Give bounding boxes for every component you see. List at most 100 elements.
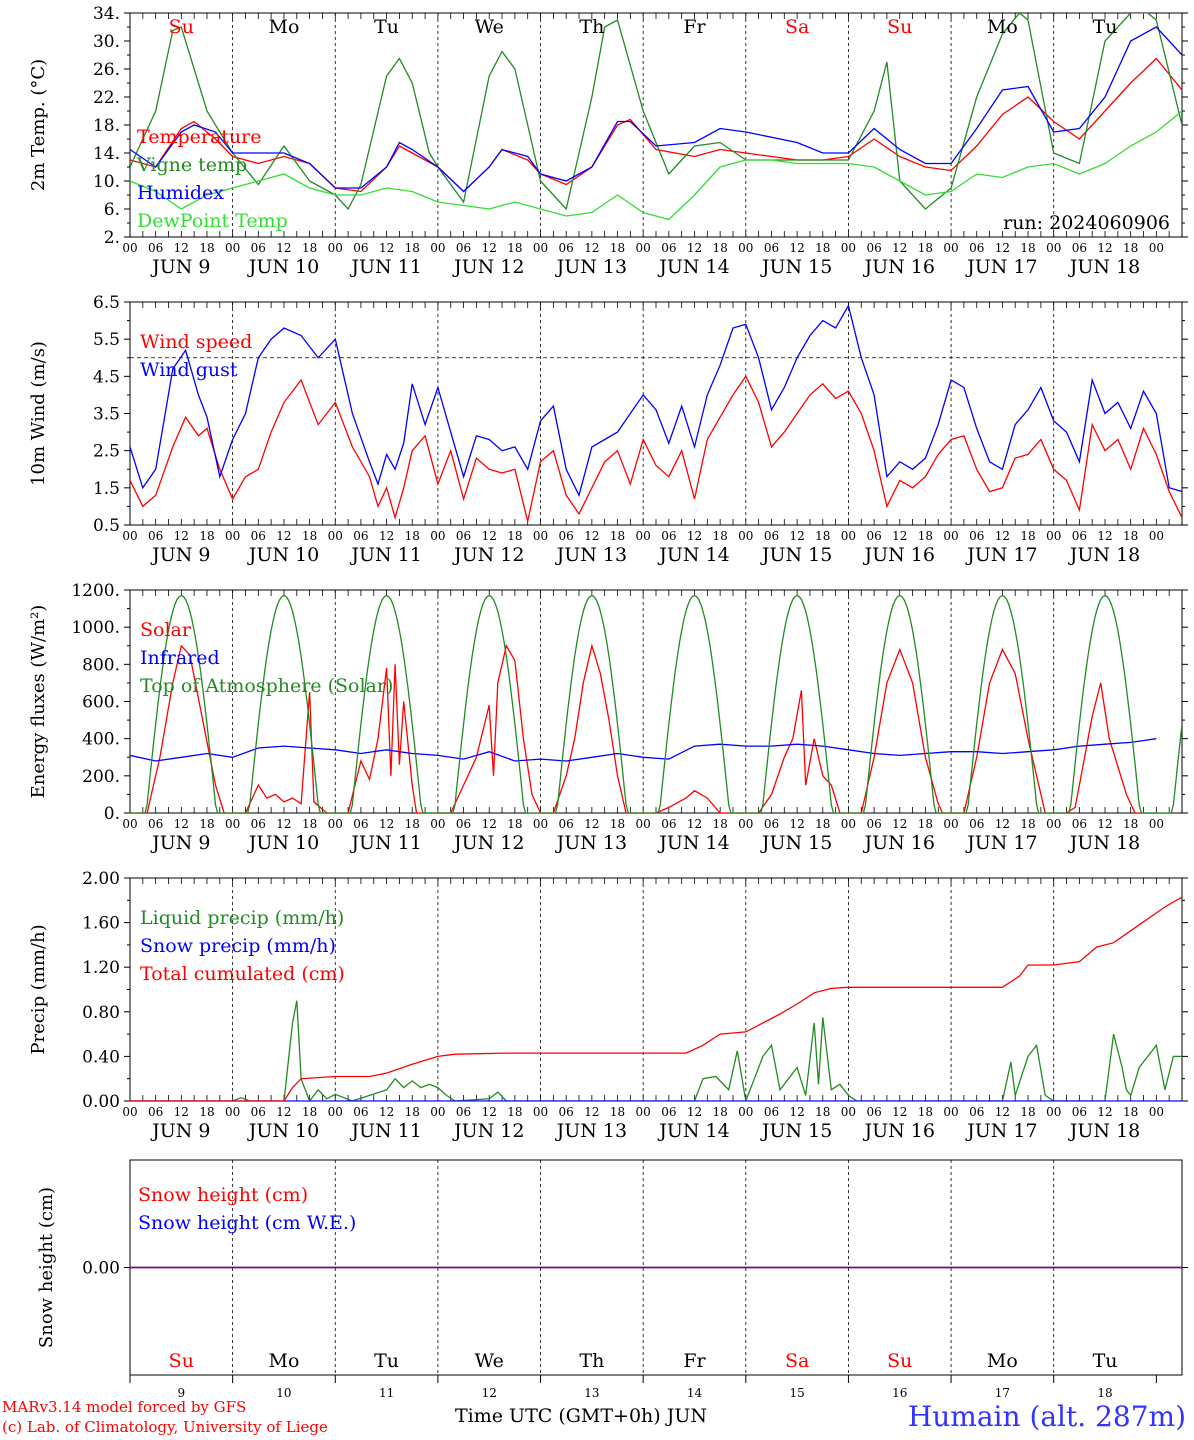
hour-tick-label: 06 (969, 241, 984, 255)
hour-tick-label: 00 (533, 529, 548, 543)
hour-tick-label: 00 (636, 817, 651, 831)
hour-tick-label: 00 (738, 529, 753, 543)
date-label: JUN 11 (349, 544, 421, 566)
hour-tick-label: 00 (841, 529, 856, 543)
hour-tick-label: 12 (379, 529, 394, 543)
date-label: JUN 13 (555, 256, 627, 278)
hour-tick-label: 06 (353, 1105, 368, 1119)
legend-entry: Humidex (137, 182, 224, 204)
hour-tick-label: 18 (507, 817, 522, 831)
hour-tick-label: 12 (174, 241, 189, 255)
y-tick-label: 0.80 (82, 1003, 120, 1023)
hour-tick-label: 18 (1020, 529, 1035, 543)
hour-tick-label: 12 (995, 817, 1010, 831)
y-tick-label: 1.20 (82, 958, 120, 978)
date-label: JUN 12 (452, 544, 524, 566)
weekday-label: Su (887, 16, 912, 38)
run-label: run: 2024060906 (1003, 212, 1170, 234)
hour-tick-label: 06 (559, 241, 574, 255)
hour-tick-label: 06 (764, 817, 779, 831)
hour-tick-label: 12 (995, 529, 1010, 543)
y-tick-label: 0.40 (82, 1047, 120, 1067)
date-label: JUN 16 (863, 256, 935, 278)
hour-tick-label: 12 (174, 1105, 189, 1119)
y-tick-label: 400. (82, 730, 120, 750)
hour-tick-label: 00 (430, 1105, 445, 1119)
hour-tick-label: 06 (1072, 817, 1087, 831)
lab-credit: (c) Lab. of Climatology, University of L… (2, 1418, 328, 1436)
hour-tick-label: 00 (636, 241, 651, 255)
hour-tick-label: 06 (969, 1105, 984, 1119)
hour-tick-label: 06 (661, 529, 676, 543)
hour-tick-label: 12 (482, 1105, 497, 1119)
hour-tick-label: 00 (328, 1105, 343, 1119)
date-label: JUN 15 (760, 1120, 832, 1142)
y-tick-label: 30. (93, 32, 120, 52)
hour-tick-label: 06 (251, 241, 266, 255)
hour-tick-label: 18 (918, 1105, 933, 1119)
hour-tick-label: 12 (276, 241, 291, 255)
day-number-label: 10 (276, 1386, 291, 1400)
hour-tick-label: 06 (353, 817, 368, 831)
y-axis-label: 10m Wind (m/s) (28, 341, 49, 486)
hour-tick-label: 06 (866, 529, 881, 543)
day-number-label: 13 (584, 1386, 599, 1400)
weekday-label: Su (169, 16, 194, 38)
date-label: JUN 18 (1068, 1120, 1140, 1142)
hour-tick-label: 12 (1097, 817, 1112, 831)
hour-tick-label: 18 (405, 1105, 420, 1119)
y-tick-label: 22. (93, 88, 120, 108)
legend-entry: Snow precip (mm/h) (140, 935, 336, 957)
date-label: JUN 18 (1068, 256, 1140, 278)
y-tick-label: 0.5 (93, 516, 120, 536)
hour-tick-label: 00 (841, 241, 856, 255)
hour-tick-label: 18 (713, 817, 728, 831)
hour-tick-label: 12 (379, 817, 394, 831)
hour-tick-label: 00 (430, 529, 445, 543)
legend-entry: Snow height (cm) (138, 1184, 308, 1206)
hour-tick-label: 18 (1020, 817, 1035, 831)
weekday-label: Mo (987, 16, 1018, 38)
hour-tick-label: 06 (764, 1105, 779, 1119)
hour-tick-label: 18 (199, 241, 214, 255)
hour-tick-label: 12 (687, 817, 702, 831)
date-label: JUN 10 (247, 1120, 319, 1142)
hour-tick-label: 00 (533, 1105, 548, 1119)
hour-tick-label: 18 (815, 529, 830, 543)
series-total-cumulated-cm (130, 896, 1182, 1101)
legend-entry: DewPoint Temp (137, 210, 288, 232)
hour-tick-label: 00 (328, 529, 343, 543)
hour-tick-label: 00 (122, 1105, 137, 1119)
legend-entry: Infrared (140, 647, 220, 669)
hour-tick-label: 18 (713, 529, 728, 543)
hour-tick-label: 12 (584, 529, 599, 543)
hour-tick-label: 18 (199, 817, 214, 831)
hour-tick-label: 00 (225, 817, 240, 831)
hour-tick-label: 00 (738, 1105, 753, 1119)
date-label: JUN 16 (863, 832, 935, 854)
date-label: JUN 13 (555, 544, 627, 566)
hour-tick-label: 06 (148, 817, 163, 831)
hour-tick-label: 00 (328, 241, 343, 255)
hour-tick-label: 12 (789, 1105, 804, 1119)
series-top-of-atmosphere-solar (130, 594, 1182, 813)
hour-tick-label: 12 (174, 817, 189, 831)
legend-entry: Total cumulated (cm) (140, 963, 345, 985)
hour-tick-label: 18 (610, 817, 625, 831)
hour-tick-label: 06 (661, 241, 676, 255)
series-solar (130, 643, 1157, 813)
series-wind-gust (130, 303, 1182, 498)
hour-tick-label: 12 (482, 529, 497, 543)
hour-tick-label: 18 (1020, 1105, 1035, 1119)
date-label: JUN 11 (349, 1120, 421, 1142)
hour-tick-label: 18 (918, 817, 933, 831)
plot-frame (129, 12, 1183, 238)
y-tick-label: 4.5 (93, 367, 120, 387)
hour-tick-label: 00 (122, 817, 137, 831)
plot-frame (129, 589, 1183, 814)
hour-tick-label: 12 (276, 817, 291, 831)
weekday-label: Mo (268, 1350, 299, 1372)
hour-tick-label: 00 (430, 241, 445, 255)
hour-tick-label: 12 (482, 817, 497, 831)
y-axis-label: Energy fluxes (W/m²) (28, 605, 49, 799)
